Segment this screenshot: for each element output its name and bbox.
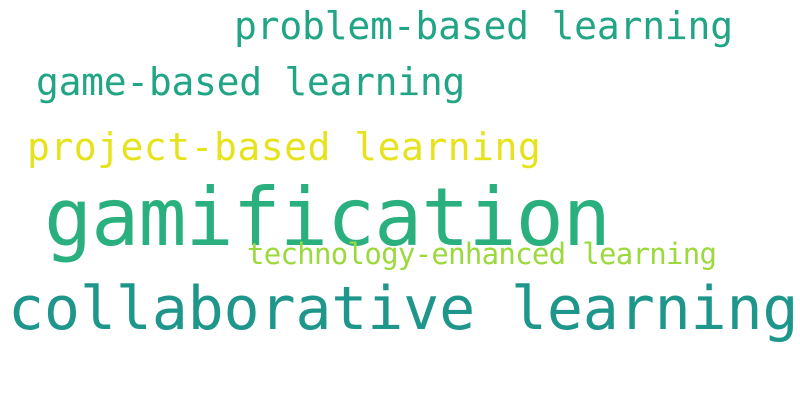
- word-gamification: gamification: [44, 171, 611, 264]
- word-game-based-learning: game-based learning: [36, 60, 465, 104]
- word-collaborative-learning: collaborative learning: [8, 274, 799, 344]
- word-problem-based-learning: problem-based learning: [234, 4, 733, 48]
- word-project-based-learning: project-based learning: [27, 125, 542, 169]
- word-technology-enhanced-learning: technology-enhanced learning: [247, 237, 717, 271]
